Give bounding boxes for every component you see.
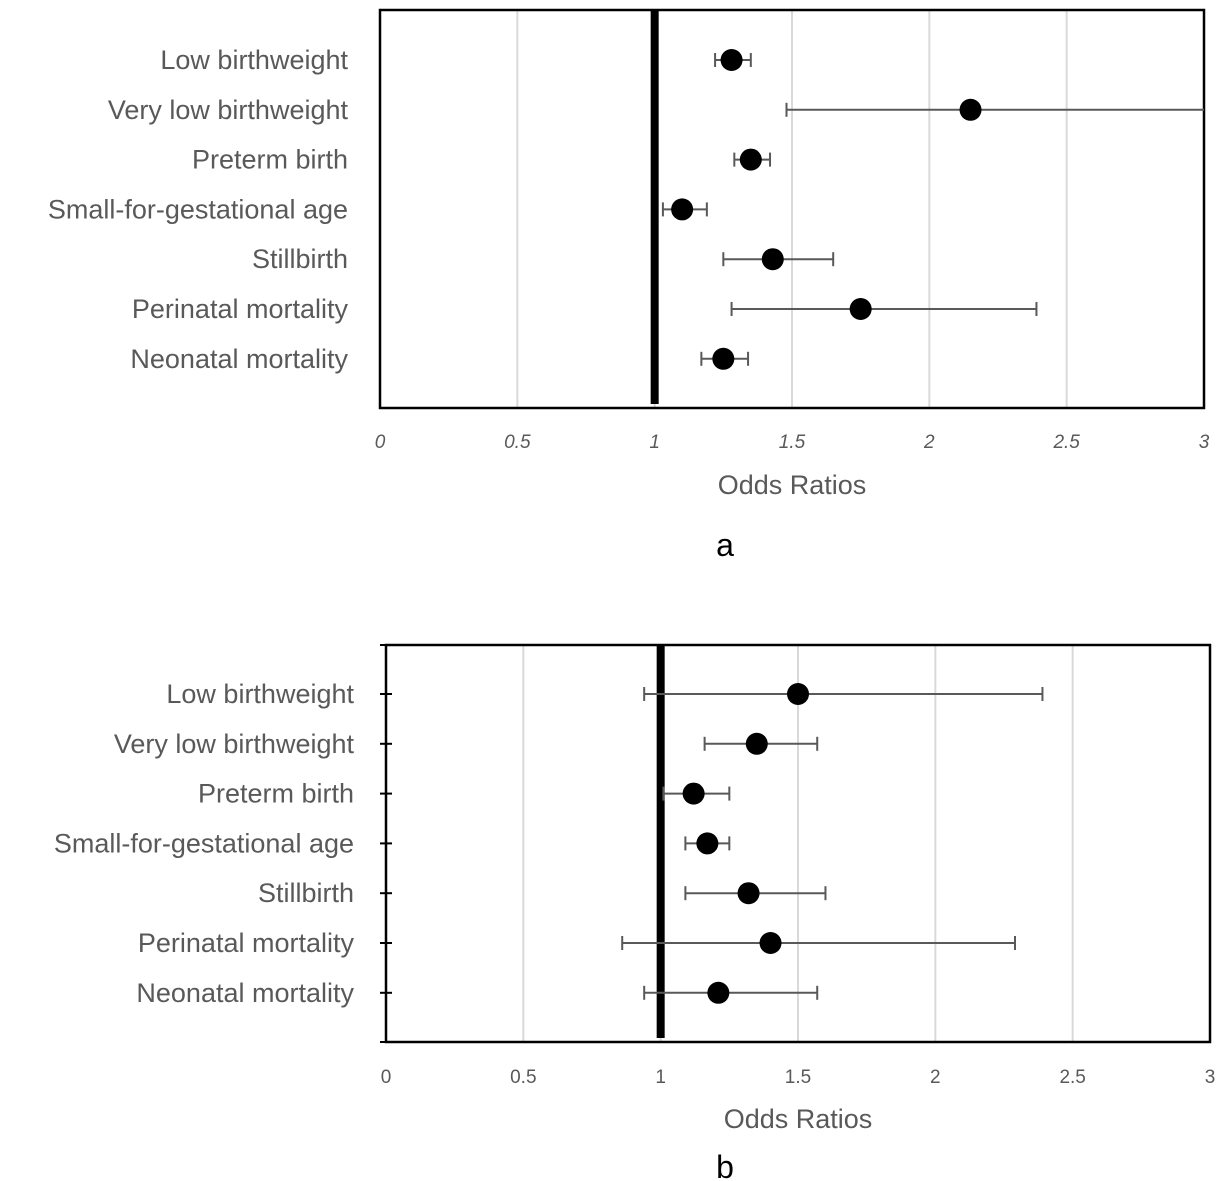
- category-label: Low birthweight: [166, 679, 354, 709]
- x-tick-label: 0: [381, 1067, 392, 1088]
- category-label: Very low birthweight: [108, 95, 349, 125]
- category-label: Small-for-gestational age: [54, 828, 354, 858]
- x-tick-label: 3: [1199, 432, 1210, 453]
- x-tick-label: 2: [930, 1067, 941, 1088]
- odds-ratio-point: [849, 298, 872, 320]
- odds-ratio-point: [959, 98, 982, 121]
- odds-ratio-point: [696, 832, 719, 855]
- x-tick-label: 0.5: [510, 1067, 536, 1088]
- x-tick-label: 1: [649, 432, 660, 453]
- odds-ratio-point: [761, 248, 784, 271]
- odds-ratio-point: [759, 932, 782, 954]
- x-tick-label: 2: [923, 432, 935, 453]
- category-label: Perinatal mortality: [138, 928, 355, 958]
- odds-ratio-point: [737, 882, 760, 905]
- odds-ratio-point: [787, 683, 809, 705]
- forest-plot-b: Low birthweight Very low birthweight Prete…: [54, 643, 1216, 1181]
- x-tick-label: 3: [1205, 1067, 1216, 1088]
- category-label: Small-for-gestational age: [48, 194, 348, 224]
- category-label: Low birthweight: [160, 45, 348, 75]
- category-label: Perinatal mortality: [132, 294, 349, 324]
- odds-ratio-point: [720, 49, 743, 71]
- x-tick-label: 2.5: [1059, 1067, 1085, 1088]
- category-label: Very low birthweight: [114, 729, 355, 759]
- panel-label: a: [716, 527, 734, 563]
- odds-ratio-point: [739, 148, 762, 171]
- category-label: Stillbirth: [258, 878, 354, 908]
- odds-ratio-point: [712, 347, 735, 370]
- x-tick-label: 1.5: [779, 432, 806, 453]
- x-tick-label: 0: [375, 432, 386, 453]
- odds-ratio-point: [745, 732, 768, 755]
- odds-ratio-point: [707, 981, 730, 1004]
- category-label: Neonatal mortality: [136, 978, 354, 1008]
- x-tick-label: 0.5: [504, 432, 531, 453]
- x-tick-label: 1.5: [785, 1067, 811, 1088]
- x-tick-label: 2.5: [1052, 432, 1080, 453]
- plot-frame: [378, 8, 1206, 410]
- category-label: Neonatal mortality: [130, 344, 348, 374]
- x-tick-label: 1: [655, 1067, 666, 1088]
- x-axis-title: Odds Ratios: [718, 470, 867, 500]
- odds-ratio-point: [671, 198, 694, 221]
- category-label: Preterm birth: [192, 145, 348, 175]
- category-label: Stillbirth: [252, 244, 348, 274]
- panel-label: b: [716, 1149, 734, 1181]
- odds-ratio-point: [682, 782, 705, 805]
- x-axis-title: Odds Ratios: [724, 1104, 873, 1134]
- forest-plot-a: Low birthweight Very low birthweight Prete…: [48, 8, 1210, 563]
- category-label: Preterm birth: [198, 779, 354, 809]
